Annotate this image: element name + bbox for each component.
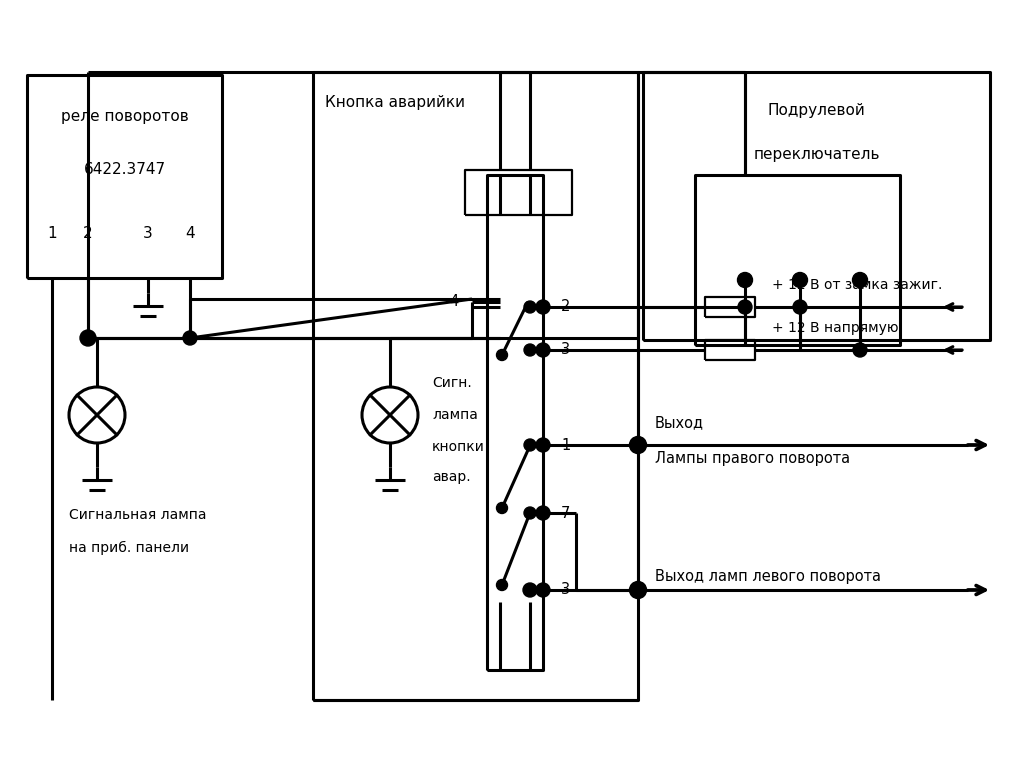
Circle shape [853,343,867,357]
Circle shape [536,300,550,314]
Text: лампа: лампа [432,408,478,422]
Text: 1: 1 [47,226,56,240]
Text: 2: 2 [561,300,570,315]
Text: Сигнальная лампа: Сигнальная лампа [69,508,207,522]
Circle shape [630,581,646,598]
Text: 4: 4 [185,226,195,240]
Circle shape [524,344,536,356]
Circle shape [536,438,550,452]
Circle shape [793,300,807,314]
Circle shape [497,349,508,360]
Text: переключатель: переключатель [754,147,880,161]
Circle shape [536,583,550,597]
Circle shape [524,301,536,313]
Circle shape [497,502,508,514]
Text: 3: 3 [561,343,570,357]
Text: на приб. панели: на приб. панели [69,541,189,555]
Text: 3: 3 [561,582,570,598]
Circle shape [80,330,96,346]
Text: 4: 4 [450,294,459,310]
Text: Подрулевой: Подрулевой [768,102,865,118]
Text: Лампы правого поворота: Лампы правого поворота [655,452,850,466]
Circle shape [738,300,752,314]
Text: 6422.3747: 6422.3747 [83,163,166,177]
Text: Сигн.: Сигн. [432,376,472,390]
Circle shape [524,507,536,519]
Text: 3: 3 [143,226,153,240]
Circle shape [630,436,646,453]
Circle shape [523,583,537,597]
Circle shape [536,343,550,357]
Text: 1: 1 [561,438,570,452]
Circle shape [793,273,808,287]
Text: 7: 7 [561,505,570,521]
Text: 2: 2 [83,226,93,240]
Circle shape [737,273,753,287]
Circle shape [497,580,508,591]
Circle shape [853,273,867,287]
Text: авар.: авар. [432,470,471,484]
Circle shape [524,439,536,451]
Text: + 12 В напрямую: + 12 В напрямую [772,321,898,335]
Circle shape [183,331,197,345]
Text: + 12 В от замка зажиг.: + 12 В от замка зажиг. [772,278,942,292]
Text: Кнопка аварийки: Кнопка аварийки [325,94,465,110]
Circle shape [536,506,550,520]
Text: реле поворотов: реле поворотов [60,110,188,124]
Text: кнопки: кнопки [432,440,485,454]
Text: Выход: Выход [655,415,705,431]
Text: Выход ламп левого поворота: Выход ламп левого поворота [655,568,881,584]
